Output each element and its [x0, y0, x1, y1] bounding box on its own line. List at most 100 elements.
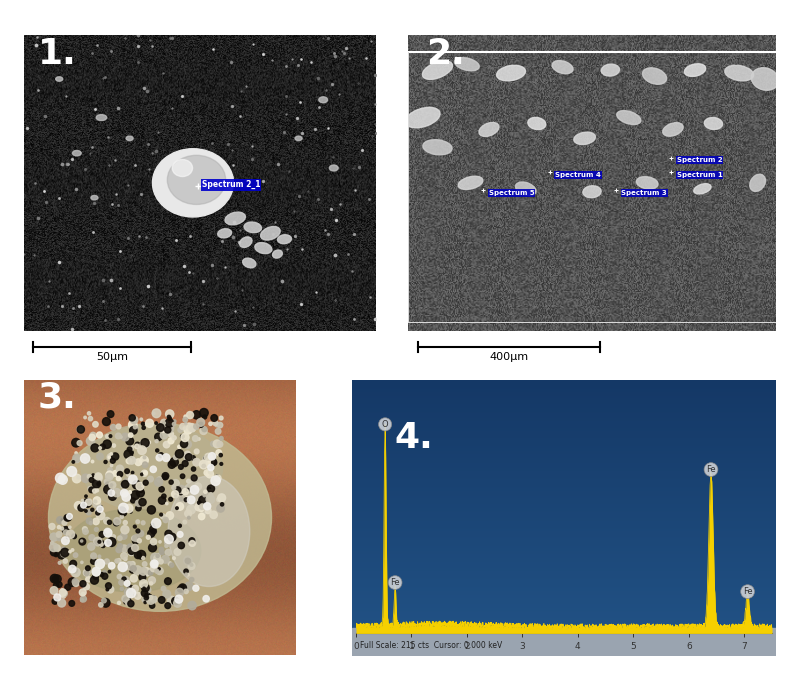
- Circle shape: [83, 499, 91, 507]
- Ellipse shape: [244, 222, 262, 233]
- Circle shape: [96, 569, 98, 571]
- Circle shape: [130, 426, 137, 434]
- Circle shape: [133, 538, 139, 544]
- Circle shape: [124, 580, 130, 586]
- Ellipse shape: [406, 108, 440, 128]
- Circle shape: [87, 475, 91, 479]
- Circle shape: [153, 596, 155, 598]
- Circle shape: [92, 474, 94, 477]
- Circle shape: [119, 580, 124, 585]
- Circle shape: [146, 535, 150, 540]
- Circle shape: [80, 596, 86, 602]
- Circle shape: [162, 474, 168, 480]
- Circle shape: [186, 411, 194, 419]
- Ellipse shape: [515, 182, 536, 195]
- Text: Full Scale: 215 cts  Cursor: 0.000 keV: Full Scale: 215 cts Cursor: 0.000 keV: [361, 641, 502, 650]
- Circle shape: [69, 600, 74, 607]
- Circle shape: [118, 507, 126, 515]
- Ellipse shape: [602, 64, 619, 76]
- Circle shape: [126, 473, 130, 476]
- Circle shape: [122, 433, 129, 441]
- Circle shape: [186, 480, 190, 483]
- Circle shape: [200, 427, 207, 435]
- Circle shape: [194, 449, 199, 454]
- Circle shape: [121, 484, 124, 488]
- Circle shape: [142, 470, 147, 476]
- Ellipse shape: [583, 186, 601, 198]
- Circle shape: [130, 575, 138, 582]
- Circle shape: [105, 528, 110, 533]
- Circle shape: [142, 590, 148, 597]
- Circle shape: [219, 416, 223, 420]
- Circle shape: [50, 542, 54, 544]
- Circle shape: [211, 460, 217, 465]
- Circle shape: [86, 437, 94, 445]
- Text: Spectrum 3: Spectrum 3: [622, 190, 667, 196]
- Circle shape: [53, 575, 62, 583]
- Circle shape: [114, 520, 119, 526]
- Circle shape: [189, 538, 195, 544]
- Circle shape: [50, 574, 58, 583]
- Circle shape: [190, 426, 195, 432]
- Circle shape: [97, 482, 100, 486]
- Text: Spectrum 4: Spectrum 4: [555, 172, 601, 178]
- Circle shape: [155, 422, 158, 424]
- Circle shape: [197, 418, 205, 426]
- Circle shape: [204, 502, 210, 510]
- Circle shape: [159, 547, 163, 552]
- Circle shape: [110, 453, 113, 455]
- Circle shape: [154, 555, 161, 562]
- Circle shape: [168, 438, 174, 444]
- Circle shape: [106, 583, 111, 589]
- Circle shape: [185, 558, 190, 564]
- Circle shape: [142, 567, 150, 576]
- Circle shape: [182, 489, 189, 495]
- Ellipse shape: [662, 123, 683, 136]
- Circle shape: [123, 520, 127, 524]
- Circle shape: [102, 598, 110, 607]
- Circle shape: [161, 514, 166, 519]
- Circle shape: [66, 513, 72, 520]
- Circle shape: [218, 422, 222, 428]
- Circle shape: [142, 556, 145, 560]
- Circle shape: [169, 497, 173, 501]
- Circle shape: [61, 590, 67, 597]
- Circle shape: [86, 518, 92, 524]
- Circle shape: [93, 569, 100, 576]
- Circle shape: [122, 577, 126, 581]
- Circle shape: [116, 465, 123, 472]
- Circle shape: [206, 495, 214, 504]
- Circle shape: [160, 550, 164, 555]
- Circle shape: [208, 464, 214, 471]
- Circle shape: [134, 425, 137, 428]
- Circle shape: [134, 592, 141, 599]
- Circle shape: [102, 417, 110, 426]
- Circle shape: [98, 446, 102, 449]
- Circle shape: [104, 480, 109, 484]
- Circle shape: [58, 538, 61, 541]
- Text: O: O: [382, 420, 389, 429]
- Circle shape: [93, 422, 98, 427]
- Circle shape: [72, 579, 78, 584]
- Circle shape: [172, 598, 179, 604]
- Circle shape: [205, 508, 211, 513]
- Circle shape: [150, 596, 157, 602]
- Circle shape: [193, 435, 198, 442]
- Text: 1.: 1.: [38, 37, 77, 71]
- Circle shape: [121, 489, 128, 497]
- Circle shape: [140, 581, 146, 587]
- Circle shape: [82, 500, 84, 502]
- Text: 400μm: 400μm: [490, 352, 529, 362]
- Circle shape: [93, 480, 101, 488]
- Circle shape: [138, 446, 146, 455]
- Circle shape: [95, 559, 105, 569]
- Ellipse shape: [694, 184, 711, 194]
- Circle shape: [160, 513, 162, 516]
- Circle shape: [74, 553, 78, 558]
- Circle shape: [129, 491, 131, 493]
- Circle shape: [81, 502, 86, 508]
- Circle shape: [58, 551, 65, 559]
- Circle shape: [140, 440, 145, 444]
- Circle shape: [73, 580, 79, 586]
- Circle shape: [156, 554, 159, 558]
